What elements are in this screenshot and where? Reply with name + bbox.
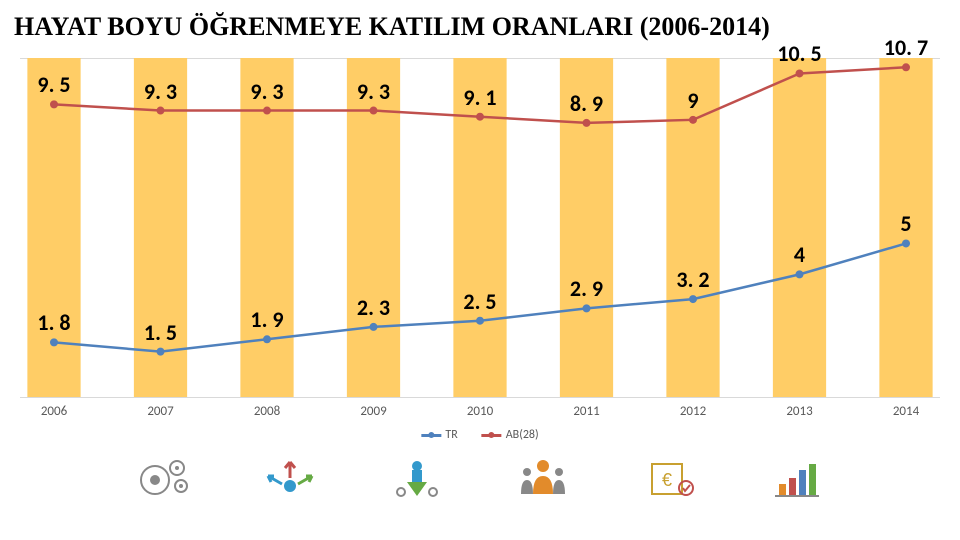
value-label: 9 bbox=[687, 87, 698, 114]
legend-label: TR bbox=[445, 428, 457, 442]
bar-chart-icon bbox=[764, 454, 830, 502]
value-label: 10. 5 bbox=[777, 40, 821, 67]
footer-icon-row: € bbox=[100, 454, 860, 502]
brain-gears-icon bbox=[130, 454, 196, 502]
arrow-down-icon bbox=[384, 454, 450, 502]
axis-label: 2008 bbox=[254, 404, 280, 419]
value-label: 9. 3 bbox=[144, 78, 177, 105]
chart-legend: TR AB(28) bbox=[421, 428, 538, 442]
value-label: 3. 2 bbox=[676, 266, 709, 293]
axis-label: 2009 bbox=[360, 404, 386, 419]
person-group-icon bbox=[510, 454, 576, 502]
value-label: 5 bbox=[900, 210, 911, 237]
value-label: 9. 1 bbox=[463, 84, 496, 111]
value-label: 10. 7 bbox=[884, 34, 928, 61]
svg-text:€: € bbox=[662, 470, 672, 490]
legend-label: AB(28) bbox=[506, 428, 539, 442]
axis-label: 2007 bbox=[147, 404, 173, 419]
value-label: 2. 9 bbox=[570, 275, 603, 302]
axis-label: 2010 bbox=[467, 404, 493, 419]
value-label: 8. 9 bbox=[570, 90, 603, 117]
money-cert-icon: € bbox=[637, 454, 703, 502]
legend-item: TR bbox=[421, 428, 457, 442]
value-label: 9. 5 bbox=[37, 71, 70, 98]
value-label: 2. 5 bbox=[463, 288, 496, 315]
value-label: 1. 9 bbox=[250, 306, 283, 333]
axis-label: 2014 bbox=[893, 404, 919, 419]
value-label: 9. 3 bbox=[357, 78, 390, 105]
axis-label: 2013 bbox=[786, 404, 812, 419]
page-title: HAYAT BOYU ÖĞRENMEYE KATILIM ORANLARI (2… bbox=[0, 0, 960, 42]
value-label: 9. 3 bbox=[250, 78, 283, 105]
legend-item: AB(28) bbox=[482, 428, 539, 442]
axis-label: 2011 bbox=[573, 404, 599, 419]
value-label: 4 bbox=[794, 241, 805, 268]
value-label: 1. 8 bbox=[37, 309, 70, 336]
value-label: 1. 5 bbox=[144, 319, 177, 346]
chart-area: 1. 8 1. 5 1. 9 2. 3 2. 5 2. 9 3. 2 4 5 9. 5 9. 3 9.… bbox=[20, 58, 940, 448]
value-label: 2. 3 bbox=[357, 294, 390, 321]
axis-label: 2006 bbox=[41, 404, 67, 419]
arrows-out-icon bbox=[257, 454, 323, 502]
axis-label: 2012 bbox=[680, 404, 706, 419]
